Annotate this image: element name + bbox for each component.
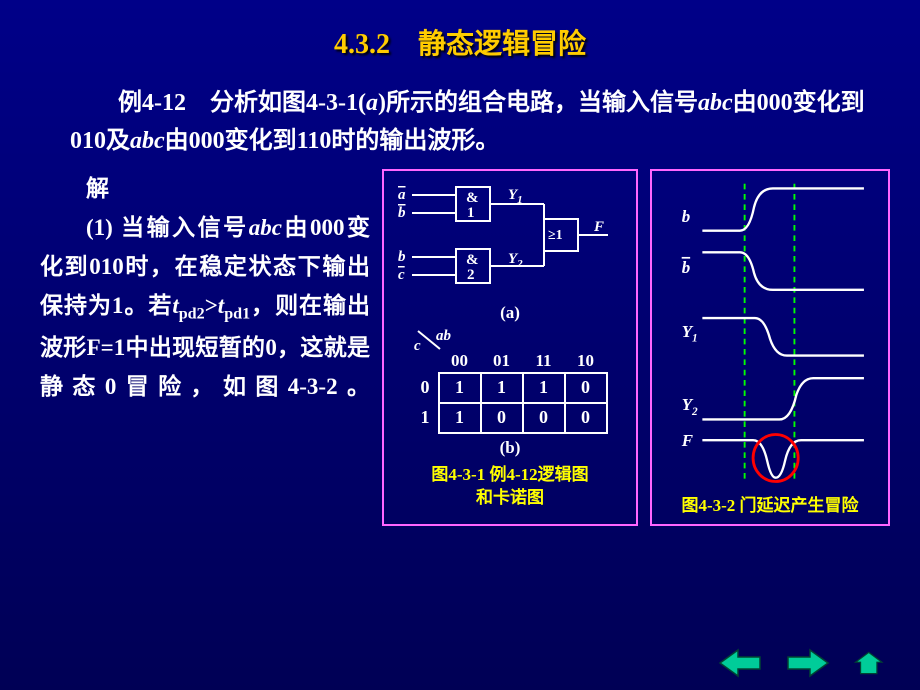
in-b: b [398,249,406,265]
wave-b: b [682,207,690,226]
body-t1-sub: pd2 [179,306,205,323]
section-title: 4.3.2 静态逻辑冒险 [0,0,920,62]
intro-text-1: 例4-12 分析如图4-3-1( [118,90,366,116]
kmap-cell-10: 1 [439,403,481,433]
intro-text-4: 由000变化到110时的输出波形。 [165,128,500,154]
kmap-col-3: 10 [565,351,607,373]
svg-text:Y2: Y2 [682,395,698,418]
kmap-row-0-label: 0 [413,373,439,403]
in-b-bar: b [398,205,406,221]
kmap-cell-03: 0 [565,373,607,403]
solution-text: 解 (1) 当输入信号abc由000变化到010时，在稳定状态下输出保持为1。若… [40,169,370,526]
or-label: ≥1 [548,228,563,243]
kmap-cell-02: 1 [523,373,565,403]
kmap-table: 00 01 11 10 0 1 1 1 0 1 1 [413,351,608,434]
in-c-bar: c [398,267,405,283]
figure-4-3-1: a b b c Y1 Y2 F & 1 & 2 ≥1 (a) [382,169,638,526]
kmap-row-1-label: 1 [413,403,439,433]
F-label: F [593,219,604,235]
svg-text:Y2: Y2 [508,251,523,270]
karnaugh-map: ab c 00 01 11 10 0 1 1 [394,329,626,434]
nav-next-button[interactable] [786,648,830,678]
intro-abc1: abc [698,90,733,116]
intro-paragraph: 例4-12 分析如图4-3-1(a)所示的组合电路，当输入信号abc由000变化… [0,62,920,169]
hazard-circle [753,434,798,481]
fig1-cap-l1: 图4-3-1 例4-12逻辑图 [431,465,588,484]
kmap-ab: ab [436,329,452,344]
circuit-svg: a b b c Y1 Y2 F & 1 & 2 ≥1 [394,179,626,299]
kmap-col-2: 11 [523,351,565,373]
kmap-cell-12: 0 [523,403,565,433]
fig1-caption: 图4-3-1 例4-12逻辑图 和卡诺图 [431,464,588,510]
nav-prev-button[interactable] [718,648,762,678]
sub-a-label: (a) [500,303,520,323]
gate1-num: 1 [467,205,475,221]
wave-bbar: b [682,258,690,277]
fig1-cap-l2: 和卡诺图 [476,488,544,507]
svg-text:Y1: Y1 [682,322,698,345]
kmap-col-1: 01 [481,351,523,373]
solution-label: 解 [40,169,370,208]
kmap-col-0: 00 [439,351,481,373]
body-gt: > [205,293,218,318]
wave-F: F [681,431,693,450]
kmap-c: c [414,338,421,351]
figure-4-3-2: b b Y1 Y2 F 图4-3-2 门延迟产生冒险 [650,169,890,526]
sub-b-label: (b) [500,438,521,458]
intro-a-italic: a [366,90,378,116]
body-t2-sub: pd1 [224,306,250,323]
body-1a: (1) 当输入信号 [86,215,249,240]
wave-y2s: 2 [691,406,698,418]
intro-abc2: abc [130,128,165,154]
gate2-amp: & [466,252,479,268]
kmap-cell-01: 1 [481,373,523,403]
nav-home-button[interactable] [854,648,890,678]
wave-y1s: 1 [692,332,698,344]
fig2-caption: 图4-3-2 门延迟产生冒险 [681,495,858,518]
gate2-num: 2 [467,267,475,283]
nav-buttons [718,648,890,678]
body-abc: abc [249,215,282,240]
y2-sub: 2 [516,258,523,270]
kmap-cell-11: 0 [481,403,523,433]
gate1-amp: & [466,190,479,206]
kmap-cell-00: 1 [439,373,481,403]
intro-text-2: )所示的组合电路，当输入信号 [378,90,698,116]
waveform-svg: b b Y1 Y2 F [658,179,882,489]
in-a-bar: a [398,187,406,203]
kmap-cell-13: 0 [565,403,607,433]
y1-sub: 1 [517,194,523,206]
